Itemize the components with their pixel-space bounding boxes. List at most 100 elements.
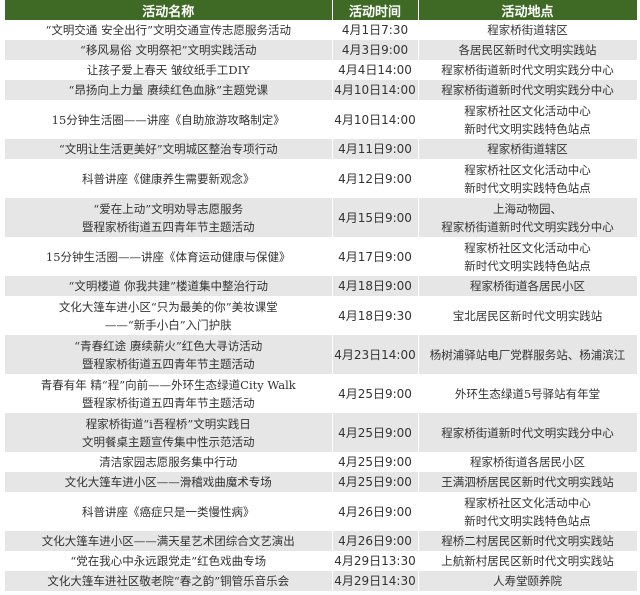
activity-time-cell: 4月10日14:00 bbox=[332, 80, 419, 100]
activity-name-cell: “青春红途 赓续薪火”红色大寻访活动 暨程家桥街道五四青年节主题活动 bbox=[5, 335, 333, 374]
activity-place-cell-line: 程家桥街道新时代文明实践分中心 bbox=[441, 219, 614, 234]
activity-name-cell-line: 科普讲座《健康养生需要新观念》 bbox=[82, 171, 255, 186]
activity-place-cell: 上海动物园、 程家桥街道新时代文明实践分中心 bbox=[418, 198, 638, 237]
activity-name-cell: 程家桥街道“i吾程桥”文明实践日 文明餐桌主题宣传集中性示范活动 bbox=[5, 413, 333, 452]
activity-name-cell: “昂扬向上力量 赓续红色血脉”主题党课 bbox=[5, 80, 333, 100]
activity-name-cell-line: “文明让生活更美好”文明城区整治专项行动 bbox=[58, 142, 278, 156]
table-row: “文明楼道 你我共建”楼道集中整治行动 4月18日9:00 程家桥街道各居民小区 bbox=[5, 276, 638, 296]
activity-name-cell: 青春有年 精“程”向前——外环生态绿道City Walk 暨程家桥街道五四青年节主… bbox=[5, 374, 333, 413]
activity-time-cell: 4月23日14:00 bbox=[332, 335, 419, 374]
table-row: “移风易俗 文明祭祀”文明实践活动 4月3日9:00 各居民区新时代文明实践站 bbox=[5, 40, 638, 60]
activity-place-cell: 程家桥街道各居民小区 bbox=[418, 276, 638, 296]
activity-place-cell-line: 王满泗桥居民区新时代文明实践站 bbox=[441, 475, 614, 489]
activity-place-cell: 程家桥社区文化活动中心 新时代文明实践特色站点 bbox=[418, 159, 638, 198]
activity-place-cell: 各居民区新时代文明实践站 bbox=[418, 40, 638, 60]
activity-time-cell: 4月25日9:00 bbox=[332, 374, 419, 413]
activity-name-cell: “移风易俗 文明祭祀”文明实践活动 bbox=[5, 40, 333, 60]
activity-time-cell: 4月1日7:30 bbox=[332, 20, 419, 40]
activity-time-cell: 4月10日14:00 bbox=[332, 100, 419, 139]
activity-place-cell: 程家桥街道辖区 bbox=[418, 139, 638, 159]
activity-time-cell: 4月4日14:00 bbox=[332, 60, 419, 80]
activity-time-cell: 4月18日9:30 bbox=[332, 296, 419, 335]
activity-place-cell-line: 程家桥街道新时代文明实践分中心 bbox=[441, 83, 614, 97]
activity-name-cell: “文明交通 安全出行”文明交通宣传志愿服务活动 bbox=[5, 20, 333, 40]
activity-name-cell-line: “昂扬向上力量 赓续红色血脉”主题党课 bbox=[68, 83, 268, 97]
table-row: 让孩子爱上春天 皱纹纸手工DIY 4月4日14:00 程家桥街道新时代文明实践分中心 bbox=[5, 60, 638, 80]
activity-place-cell: 程家桥街道各居民小区 bbox=[418, 452, 638, 472]
table-row: “党在我心中永远跟党走”红色戏曲专场 4月29日13:30 上航新村居民区新时代文明… bbox=[5, 551, 638, 571]
activity-place-cell: 程桥二村居民区新时代文明实践站 bbox=[418, 531, 638, 551]
table-row: 科普讲座《健康养生需要新观念》 4月12日9:00 程家桥社区文化活动中心 新时代文明… bbox=[5, 159, 638, 198]
activity-name-cell: 15分钟生活圈——讲座《体育运动健康与保健》 bbox=[5, 237, 333, 276]
activity-name-cell-line: 文化大篷车进小区“只为最美的你”美妆课堂 bbox=[58, 299, 278, 314]
activity-name-cell-line: “移风易俗 文明祭祀”文明实践活动 bbox=[80, 43, 257, 57]
activity-place-cell-line: 杨树浦驿站电厂党群服务站、杨浦滨江 bbox=[429, 347, 626, 362]
activity-place-cell-line: 新时代文明实践特色站点 bbox=[464, 180, 591, 195]
activity-name-cell: “文明让生活更美好”文明城区整治专项行动 bbox=[5, 139, 333, 159]
activity-name-cell: 文化大篷车进小区——滑稽戏曲魔术专场 bbox=[5, 472, 333, 492]
table-body: “文明交通 安全出行”文明交通宣传志愿服务活动 4月1日7:30 程家桥街道辖区 “移… bbox=[5, 20, 638, 591]
table-row: 文化大篷车进小区——滑稽戏曲魔术专场 4月25日9:00 王满泗桥居民区新时代文明实… bbox=[5, 472, 638, 492]
activity-place-cell: 宝北居民区新时代文明实践站 bbox=[418, 296, 638, 335]
activity-place-cell: 程家桥社区文化活动中心 新时代文明实践特色站点 bbox=[418, 100, 638, 139]
table-header: 活动名称 活动时间 活动地点 bbox=[5, 0, 638, 20]
activity-name-cell-line: 暨程家桥街道五四青年节主题活动 bbox=[82, 395, 255, 410]
activity-place-cell-line: 程家桥街道各居民小区 bbox=[470, 279, 585, 293]
activity-place-cell-line: 人寿堂颐养院 bbox=[493, 574, 562, 588]
table-row: 文化大篷车进小区“只为最美的你”美妆课堂 ——“新手小白”入门护肤 4月18日9:3… bbox=[5, 296, 638, 335]
table-row: “文明让生活更美好”文明城区整治专项行动 4月11日9:00 程家桥街道辖区 bbox=[5, 139, 638, 159]
activity-place-cell-line: 新时代文明实践特色站点 bbox=[464, 258, 591, 273]
activity-schedule-table: 活动名称 活动时间 活动地点 “文明交通 安全出行”文明交通宣传志愿服务活动 4月… bbox=[5, 0, 638, 591]
activity-place-cell: 外环生态绿道5号驿站有年堂 bbox=[418, 374, 638, 413]
activity-name-cell-line: 文化大篷车进小区——满天星艺术团综合文艺演出 bbox=[41, 534, 295, 548]
table-row: 科普讲座《癌症只是一类慢性病》 4月26日9:00 程家桥社区文化活动中心 新时代文明… bbox=[5, 492, 638, 531]
activity-name-cell-line: “文明交通 安全出行”文明交通宣传志愿服务活动 bbox=[45, 23, 291, 37]
activity-name-cell: 文化大篷车进小区“只为最美的你”美妆课堂 ——“新手小白”入门护肤 bbox=[5, 296, 333, 335]
table-row: “青春红途 赓续薪火”红色大寻访活动 暨程家桥街道五四青年节主题活动 4月23日14… bbox=[5, 335, 638, 374]
activity-name-cell-line: 文化大篷车进社区敬老院“春之韵”铜管乐音乐会 bbox=[47, 574, 290, 588]
activity-place-cell: 人寿堂颐养院 bbox=[418, 571, 638, 591]
activity-place-cell-line: 程家桥街道新时代文明实践分中心 bbox=[441, 63, 614, 77]
activity-time-cell: 4月25日9:00 bbox=[332, 452, 419, 472]
activity-time-cell: 4月26日9:00 bbox=[332, 492, 419, 531]
activity-name-cell: “爱在上动”文明劝导志愿服务 暨程家桥街道五四青年节主题活动 bbox=[5, 198, 333, 237]
activity-place-cell: 王满泗桥居民区新时代文明实践站 bbox=[418, 472, 638, 492]
activity-time-cell: 4月12日9:00 bbox=[332, 159, 419, 198]
activity-time-cell: 4月29日14:30 bbox=[332, 571, 419, 591]
activity-name-cell-line: 让孩子爱上春天 皱纹纸手工DIY bbox=[86, 63, 250, 77]
activity-name-cell: 15分钟生活圈——讲座《自助旅游攻略制定》 bbox=[5, 100, 333, 139]
activity-time-cell: 4月26日9:00 bbox=[332, 531, 419, 551]
activity-name-cell-line: 清洁家园志愿服务集中行动 bbox=[99, 455, 238, 469]
activity-name-cell-line: 15分钟生活圈——讲座《自助旅游攻略制定》 bbox=[51, 112, 285, 127]
activity-name-cell-line: “党在我心中永远跟党走”红色戏曲专场 bbox=[70, 554, 267, 568]
activity-name-cell-line: 青春有年 精“程”向前——外环生态绿道City Walk bbox=[40, 377, 296, 392]
activity-place-cell-line: 程家桥街道辖区 bbox=[487, 142, 568, 156]
activity-name-cell: 科普讲座《健康养生需要新观念》 bbox=[5, 159, 333, 198]
activity-name-cell: “文明楼道 你我共建”楼道集中整治行动 bbox=[5, 276, 333, 296]
activity-place-cell-line: 外环生态绿道5号驿站有年堂 bbox=[454, 386, 601, 401]
activity-name-cell-line: 程家桥街道“i吾程桥”文明实践日 bbox=[85, 416, 251, 431]
activity-place-cell: 杨树浦驿站电厂党群服务站、杨浦滨江 bbox=[418, 335, 638, 374]
activity-time-cell: 4月3日9:00 bbox=[332, 40, 419, 60]
activity-place-cell: 程家桥社区文化活动中心 新时代文明实践特色站点 bbox=[418, 492, 638, 531]
activity-place-cell-line: 程家桥社区文化活动中心 bbox=[464, 162, 591, 177]
header-activity-time: 活动时间 bbox=[332, 0, 419, 20]
activity-name-cell-line: 科普讲座《癌症只是一类慢性病》 bbox=[82, 504, 255, 519]
table-row: 程家桥街道“i吾程桥”文明实践日 文明餐桌主题宣传集中性示范活动 4月25日9:00… bbox=[5, 413, 638, 452]
table-row: 文化大篷车进小区——满天星艺术团综合文艺演出 4月26日9:00 程桥二村居民区新时… bbox=[5, 531, 638, 551]
activity-place-cell: 程家桥社区文化活动中心 新时代文明实践特色站点 bbox=[418, 237, 638, 276]
table-row: “爱在上动”文明劝导志愿服务 暨程家桥街道五四青年节主题活动 4月15日9:00 上海… bbox=[5, 198, 638, 237]
activity-place-cell-line: 宝北居民区新时代文明实践站 bbox=[452, 308, 603, 323]
activity-name-cell-line: 暨程家桥街道五四青年节主题活动 bbox=[82, 356, 255, 371]
header-activity-name: 活动名称 bbox=[5, 0, 333, 20]
table-row: 15分钟生活圈——讲座《自助旅游攻略制定》 4月10日14:00 程家桥社区文化活动… bbox=[5, 100, 638, 139]
activity-place-cell-line: 各居民区新时代文明实践站 bbox=[458, 43, 597, 57]
activity-time-cell: 4月15日9:00 bbox=[332, 198, 419, 237]
activity-place-cell-line: 新时代文明实践特色站点 bbox=[464, 121, 591, 136]
activity-name-cell-line: “文明楼道 你我共建”楼道集中整治行动 bbox=[68, 279, 268, 293]
activity-name-cell-line: “青春红途 赓续薪火”红色大寻访活动 bbox=[74, 338, 263, 353]
activity-name-cell-line: 15分钟生活圈——讲座《体育运动健康与保健》 bbox=[45, 249, 291, 264]
activity-time-cell: 4月11日9:00 bbox=[332, 139, 419, 159]
activity-place-cell: 程家桥街道新时代文明实践分中心 bbox=[418, 80, 638, 100]
activity-place-cell: 程家桥街道新时代文明实践分中心 bbox=[418, 413, 638, 452]
